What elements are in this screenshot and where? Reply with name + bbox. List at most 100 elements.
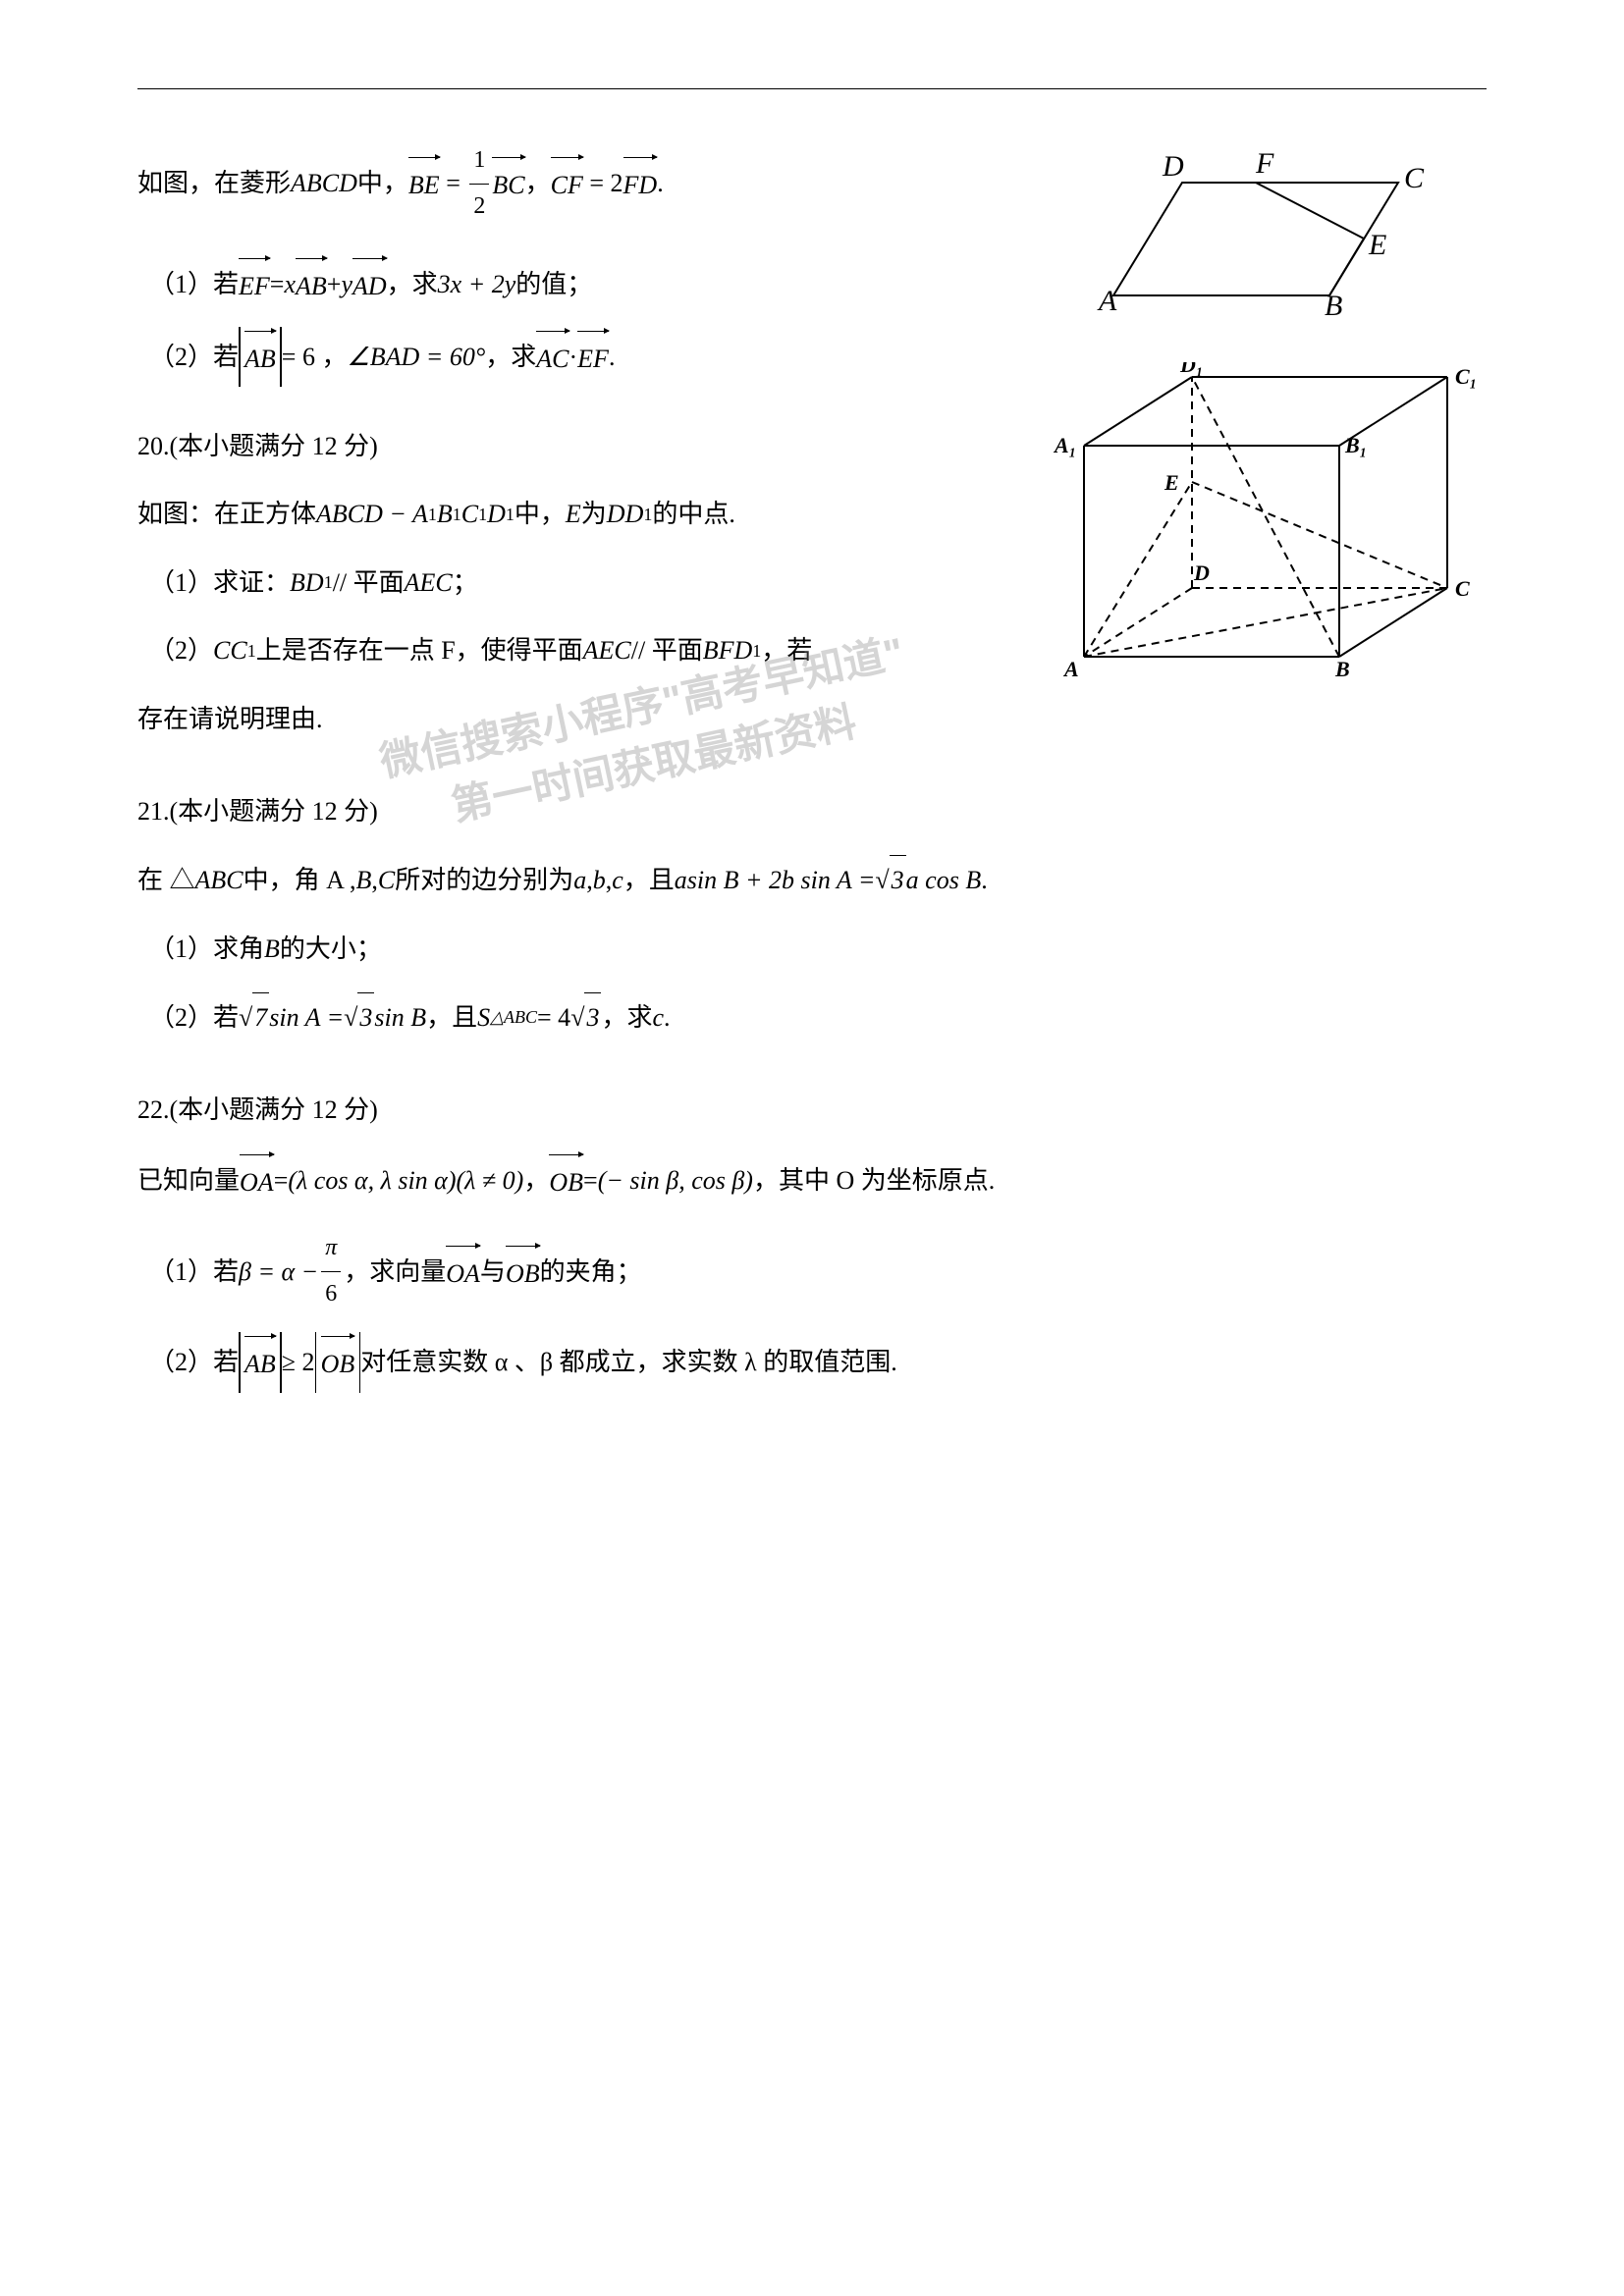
text: (λ cos α, λ sin α)(λ ≠ 0) (288, 1156, 523, 1204)
radicand: 3 (584, 992, 601, 1041)
text: ABCD − A (316, 490, 428, 538)
svg-text:B: B (1334, 657, 1350, 681)
text: a (675, 856, 687, 904)
text: c (612, 856, 623, 904)
text: 的值； (515, 260, 592, 308)
sqrt: √ (570, 993, 584, 1041)
problem-22: 22.(本小题满分 12 分) 已知向量 OA = (λ cos α, λ si… (137, 1086, 1487, 1388)
text: （1）求证： (149, 559, 290, 607)
text: // 平面 (333, 559, 405, 607)
text: 2 (611, 159, 623, 207)
text: b (593, 856, 606, 904)
text: C (378, 856, 395, 904)
text: 对任意实数 α 、β 都成立，求实数 λ 的取值范围. (360, 1338, 896, 1386)
content-area: A B C D E F 如图，在菱形 ABCD 中， BE = 1 2 BC (137, 138, 1487, 1389)
sqrt: √ (344, 993, 357, 1041)
q21-intro: 在 △ ABC 中，角 A , B , C 所对的边分别为 a , b , c … (137, 855, 1487, 904)
svg-text:C: C (1404, 162, 1425, 194)
vec-FD: FD (623, 157, 658, 209)
text: CC (213, 626, 247, 674)
text: ，求 (387, 260, 438, 308)
problem-21: 21.(本小题满分 12 分) 在 △ ABC 中，角 A , B , C 所对… (137, 787, 1487, 1042)
text: . (981, 856, 988, 904)
q22-intro: 已知向量 OA = (λ cos α, λ sin α)(λ ≠ 0) ， OB… (137, 1154, 1487, 1206)
radicand: 7 (252, 992, 269, 1041)
sub: 1 (428, 498, 437, 531)
sub: 1 (324, 565, 333, 599)
text: a (573, 856, 586, 904)
vec-AB: AB (244, 1336, 276, 1388)
sub: 1 (247, 634, 256, 667)
text: ，其中 O 为坐标原点. (753, 1156, 995, 1204)
text: E (566, 490, 581, 538)
vec-OB: OB (549, 1154, 583, 1206)
text: （2）若 (149, 993, 239, 1041)
vec-AD: AD (352, 258, 387, 310)
text: y (341, 260, 352, 308)
numerator: π (321, 1226, 341, 1272)
vec-EF: EF (577, 331, 609, 383)
text: = 6 ， (282, 333, 348, 381)
text: AEC (405, 559, 453, 607)
svg-text:A₁: A₁ (1053, 433, 1076, 457)
text: （2）若 (149, 1338, 239, 1386)
radicand: 3 (890, 855, 906, 904)
svg-text:B: B (1325, 290, 1342, 322)
vec-AB: AB (296, 258, 327, 310)
svg-text:A: A (1062, 657, 1079, 681)
svg-text:E: E (1368, 229, 1386, 261)
abs: AB (239, 331, 282, 383)
text: 中， (514, 490, 566, 538)
text: D (487, 490, 506, 538)
text: . (609, 333, 616, 381)
text: （2） (149, 626, 213, 674)
text: ，且 (426, 993, 477, 1041)
q22-header: 22.(本小题满分 12 分) (137, 1086, 1487, 1134)
svg-text:B₁: B₁ (1344, 433, 1367, 457)
text: = 4 (537, 993, 570, 1041)
sqrt: √ (239, 993, 252, 1041)
text: 的中点. (652, 490, 735, 538)
text: = (583, 1156, 598, 1204)
text: ， (523, 1156, 549, 1204)
q21-part2: （2）若 √7 sin A = √3 sin B ，且 S△ABC = 4 √3… (149, 992, 1487, 1041)
vec-BE: BE (408, 157, 440, 209)
abs: OB (315, 1336, 361, 1388)
vec-AB: AB (244, 331, 276, 383)
text: （1）若 (149, 260, 239, 308)
text: ，且 (623, 856, 675, 904)
sub: 1 (506, 498, 514, 531)
text: // 平面 (631, 626, 703, 674)
text: ，求向量 (344, 1248, 446, 1296)
text: 中，角 A , (244, 856, 356, 904)
denominator: 2 (469, 185, 489, 230)
text: C (461, 490, 478, 538)
text: 在 △ (137, 856, 195, 904)
text: ∠BAD = 60° (347, 333, 485, 381)
svg-text:A: A (1097, 285, 1117, 317)
text: 的大小； (280, 925, 382, 973)
sub: 1 (453, 498, 461, 531)
text: S (477, 993, 490, 1041)
text: B (264, 925, 280, 973)
text: B (355, 856, 371, 904)
text: 如图，在菱形 (137, 159, 291, 207)
text: a cos B (906, 856, 982, 904)
svg-text:D: D (1162, 150, 1184, 183)
svg-text:C: C (1455, 576, 1470, 601)
text: ； (453, 559, 478, 607)
text: 的夹角； (540, 1248, 642, 1296)
svg-text:D₁: D₁ (1179, 362, 1204, 377)
text: 为 (581, 490, 607, 538)
text: BD (290, 559, 324, 607)
text: DD (607, 490, 644, 538)
text: 上是否存在一点 F，使得平面 (256, 626, 583, 674)
text: 如图：在正方体 (137, 490, 316, 538)
text: （2）若 (149, 333, 239, 381)
vec-OB: OB (506, 1246, 540, 1298)
text: (− sin β, cos β) (598, 1156, 753, 1204)
vec-OB: OB (321, 1336, 355, 1388)
text: ， (525, 159, 551, 207)
top-rule (137, 88, 1487, 89)
text: 与 (480, 1248, 506, 1296)
